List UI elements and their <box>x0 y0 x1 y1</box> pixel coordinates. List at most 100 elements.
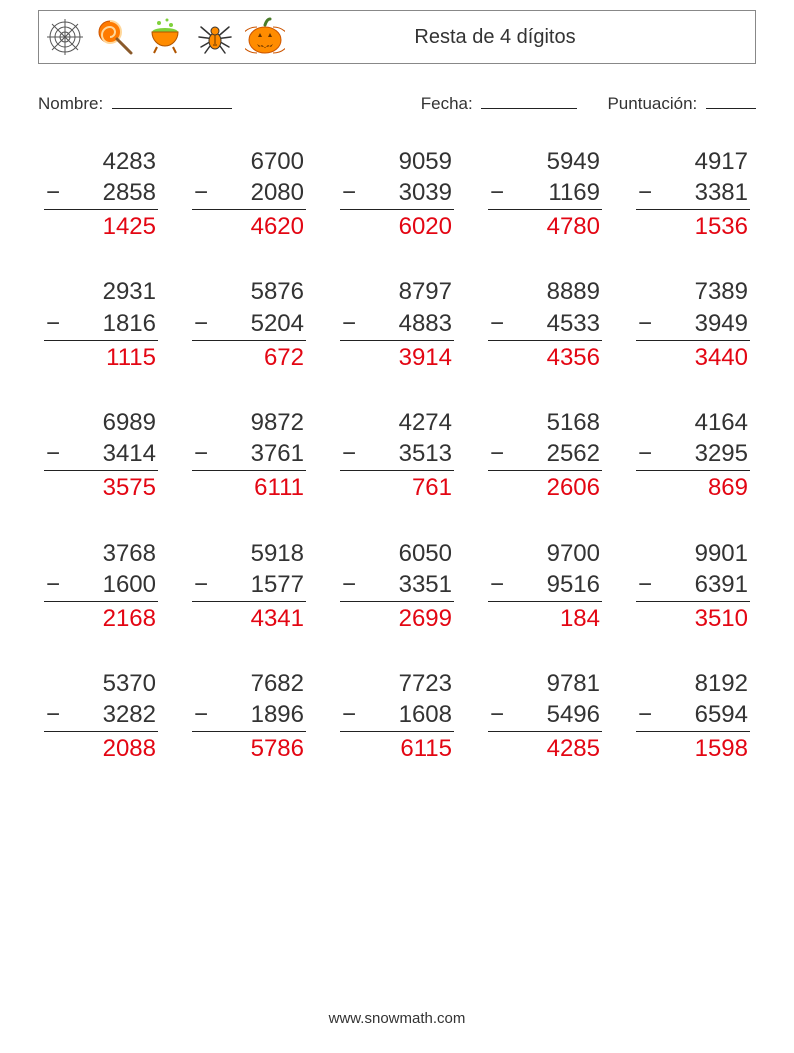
subtrahend: 3351 <box>399 569 452 600</box>
subtrahend: 9516 <box>547 569 600 600</box>
minuend: 6700 <box>192 146 306 177</box>
date-blank[interactable] <box>481 90 577 109</box>
operator: − <box>636 569 652 600</box>
minuend: 5949 <box>488 146 602 177</box>
operator: − <box>488 308 504 339</box>
problem: 2931−18161115 <box>44 276 158 373</box>
answer: 6020 <box>340 210 454 242</box>
operator: − <box>44 308 60 339</box>
name-blank[interactable] <box>112 90 232 109</box>
subtrahend: 2858 <box>103 177 156 208</box>
answer: 1536 <box>636 210 750 242</box>
problem: 5168−25622606 <box>488 407 602 504</box>
operator: − <box>340 569 356 600</box>
subtrahend-row: −3513 <box>340 438 454 471</box>
problem: 5918−15774341 <box>192 538 306 635</box>
operator: − <box>340 308 356 339</box>
operator: − <box>636 438 652 469</box>
jack-o-lantern-icon <box>245 17 285 57</box>
minuend: 7723 <box>340 668 454 699</box>
problem: 7682−18965786 <box>192 668 306 765</box>
operator: − <box>636 177 652 208</box>
subtrahend-row: − 2858 <box>44 177 158 210</box>
subtrahend-row: − 3381 <box>636 177 750 210</box>
problem: 8192−65941598 <box>636 668 750 765</box>
lollipop-icon <box>95 17 135 57</box>
minuend: 4274 <box>340 407 454 438</box>
minuend: 7389 <box>636 276 750 307</box>
problem: 8889−45334356 <box>488 276 602 373</box>
problem: 4283−28581425 <box>44 146 158 243</box>
score-label: Puntuación: <box>607 94 697 113</box>
subtrahend-row: − 4533 <box>488 308 602 341</box>
minuend: 6050 <box>340 538 454 569</box>
minuend: 7682 <box>192 668 306 699</box>
subtrahend-row: −1896 <box>192 699 306 732</box>
minuend: 2931 <box>44 276 158 307</box>
problem: 6700−20804620 <box>192 146 306 243</box>
worksheet-page: Resta de 4 dígitos Nombre: Fecha: Puntua… <box>0 0 794 765</box>
subtrahend-row: −3414 <box>44 438 158 471</box>
subtrahend: 3949 <box>695 308 748 339</box>
answer: 2606 <box>488 471 602 503</box>
subtrahend: 4883 <box>399 308 452 339</box>
name-label: Nombre: <box>38 94 103 113</box>
spiderweb-icon <box>45 17 85 57</box>
subtrahend: 1577 <box>251 569 304 600</box>
answer: 4780 <box>488 210 602 242</box>
problem: 7389−39493440 <box>636 276 750 373</box>
problem: 9901−63913510 <box>636 538 750 635</box>
answer: 4356 <box>488 341 602 373</box>
subtrahend: 6594 <box>695 699 748 730</box>
subtrahend-row: − 3351 <box>340 569 454 602</box>
subtrahend: 3282 <box>103 699 156 730</box>
problem: 9781−54964285 <box>488 668 602 765</box>
answer: 184 <box>488 602 602 634</box>
subtrahend-row: −3282 <box>44 699 158 732</box>
problem: 8797− 48833914 <box>340 276 454 373</box>
subtrahend-row: −3761 <box>192 438 306 471</box>
subtrahend-row: −3949 <box>636 308 750 341</box>
title-bar: Resta de 4 dígitos <box>38 10 756 64</box>
meta-row: Nombre: Fecha: Puntuación: <box>38 90 756 114</box>
answer: 1115 <box>44 341 158 373</box>
subtrahend-row: −1169 <box>488 177 602 210</box>
score-blank[interactable] <box>706 90 756 109</box>
problem: 6989−34143575 <box>44 407 158 504</box>
subtrahend: 5204 <box>251 308 304 339</box>
date-label: Fecha: <box>421 94 473 113</box>
operator: − <box>488 569 504 600</box>
problem: 4917−33811536 <box>636 146 750 243</box>
operator: − <box>44 177 60 208</box>
answer: 6115 <box>340 732 454 764</box>
answer: 2699 <box>340 602 454 634</box>
subtrahend: 3381 <box>695 177 748 208</box>
subtrahend: 3761 <box>251 438 304 469</box>
answer: 6111 <box>192 471 306 503</box>
answer: 1598 <box>636 732 750 764</box>
operator: − <box>192 177 208 208</box>
cauldron-icon <box>145 17 185 57</box>
subtrahend: 3513 <box>399 438 452 469</box>
problem: 9872−37616111 <box>192 407 306 504</box>
subtrahend-row: −6594 <box>636 699 750 732</box>
answer: 672 <box>192 341 306 373</box>
subtrahend: 1608 <box>399 699 452 730</box>
answer: 3914 <box>340 341 454 373</box>
subtrahend: 4533 <box>547 308 600 339</box>
subtrahend: 6391 <box>695 569 748 600</box>
answer: 2088 <box>44 732 158 764</box>
operator: − <box>44 569 60 600</box>
minuend: 9781 <box>488 668 602 699</box>
subtrahend-row: − 4883 <box>340 308 454 341</box>
subtrahend: 3039 <box>399 177 452 208</box>
operator: − <box>340 177 356 208</box>
header-icons <box>45 17 285 57</box>
operator: − <box>192 699 208 730</box>
answer: 3510 <box>636 602 750 634</box>
minuend: 5876 <box>192 276 306 307</box>
problem: 4274−3513761 <box>340 407 454 504</box>
operator: − <box>488 438 504 469</box>
problem: 6050− 33512699 <box>340 538 454 635</box>
minuend: 8797 <box>340 276 454 307</box>
